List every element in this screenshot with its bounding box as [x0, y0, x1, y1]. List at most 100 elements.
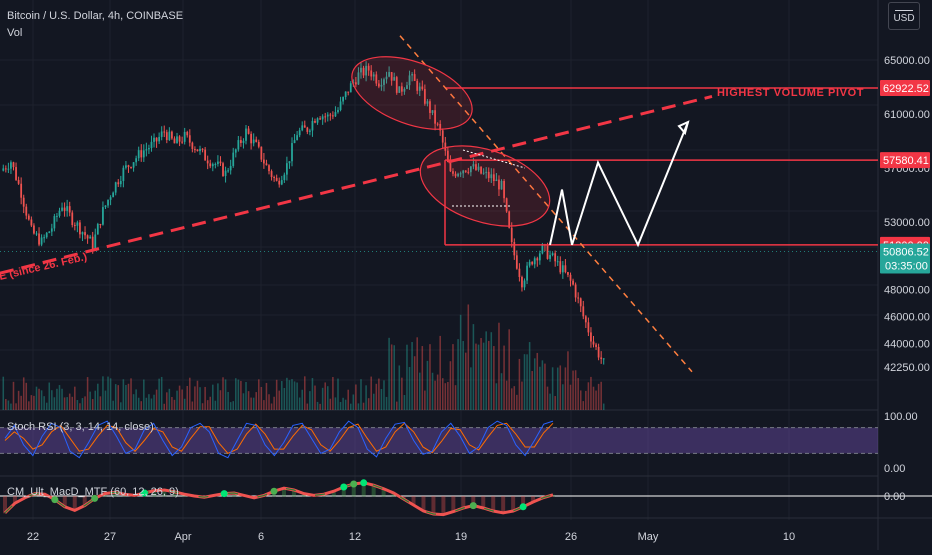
candle-body [255, 139, 258, 142]
candle-body [163, 131, 166, 133]
candle-body [464, 170, 467, 172]
macd-label[interactable]: CM_Ult_MacD_MTF (60, 12, 26, 9) [7, 486, 179, 498]
macd-hist-bar [371, 485, 376, 497]
candle-body [446, 150, 449, 162]
volume-bar [288, 380, 291, 410]
volume-bar [125, 384, 127, 410]
long-trendline [0, 94, 713, 275]
candle-body [186, 131, 189, 136]
candle-body [206, 160, 209, 164]
volume-bar [508, 329, 510, 410]
volume-bar [569, 384, 572, 410]
candle-body [209, 163, 212, 167]
macd-hist-bar [82, 496, 87, 507]
candle-body [158, 136, 161, 142]
candle-body [500, 180, 503, 190]
candle-body [148, 148, 150, 150]
candle-body [12, 162, 15, 168]
volume-bar [273, 396, 275, 410]
candle-body [38, 233, 40, 245]
candle-body [311, 121, 314, 131]
candle-body [523, 280, 526, 288]
candle-body [153, 137, 155, 142]
candle-body [492, 174, 495, 182]
candle-body [150, 141, 153, 149]
candle-body [518, 268, 521, 277]
candle-body [257, 141, 260, 147]
candle-body [278, 180, 281, 185]
candle-body [165, 132, 168, 141]
volume-bar [117, 385, 120, 410]
volume-bar [109, 378, 112, 410]
volume-bar [120, 402, 122, 410]
volume-bar [74, 386, 76, 410]
volume-bar [114, 384, 117, 410]
volume-bar [201, 403, 204, 410]
candle-body [549, 255, 551, 259]
volume-bar [68, 393, 71, 410]
volume-bar [51, 390, 53, 410]
volume-bar [444, 383, 447, 410]
volume-bar [217, 383, 219, 410]
time-tick: 26 [565, 531, 577, 543]
volume-bar [544, 363, 546, 410]
volume-bar [112, 400, 114, 410]
volume-bar [327, 386, 329, 410]
currency-button[interactable]: USD [888, 2, 920, 30]
volume-bar [137, 397, 140, 410]
candle-body [30, 219, 33, 226]
macd-cross-dot [51, 496, 59, 504]
candle-body [383, 79, 385, 85]
volume-bar [406, 344, 408, 410]
stoch-band [0, 427, 878, 454]
candle-body [510, 227, 513, 243]
candle-body [503, 180, 505, 199]
volume-bar [183, 398, 186, 410]
stoch-tick-0: 0.00 [884, 463, 905, 475]
price-tick: 65000.00 [884, 55, 930, 67]
volume-bar [94, 390, 97, 410]
candle-body [132, 162, 135, 168]
volume-bar [362, 402, 365, 410]
volume-bar [395, 401, 398, 410]
volume-bar [431, 372, 434, 410]
stoch-rsi-label[interactable]: Stoch RSI (3, 3, 14, 14, close) [7, 421, 154, 433]
volume-bar [196, 380, 199, 410]
macd-hist-bar [431, 496, 436, 515]
volume-bar [401, 377, 403, 410]
volume-bar [214, 400, 217, 410]
candle-body [201, 148, 204, 150]
macd-cross-dot [220, 490, 228, 498]
volume-bar [342, 397, 344, 410]
volume-bar [186, 385, 189, 410]
volume-bar [579, 390, 582, 410]
price-tick: 61000.00 [884, 109, 930, 121]
candle-body [199, 148, 201, 152]
volume-bar [337, 378, 339, 410]
volume-bar [526, 354, 528, 410]
candle-body [459, 173, 462, 175]
candle-body [245, 128, 247, 141]
volume-bar [587, 382, 590, 410]
volume-bar [278, 390, 280, 410]
candle-body [475, 164, 477, 170]
candle-body [285, 163, 288, 175]
volume-bar [28, 401, 30, 410]
candle-body [595, 344, 597, 347]
volume-bar [378, 378, 380, 410]
volume-bar [449, 361, 452, 410]
volume-label: Vol [7, 27, 23, 39]
volume-bar [462, 341, 464, 410]
currency-separator [895, 9, 913, 11]
volume-bar [513, 386, 516, 410]
volume-bar [91, 399, 94, 410]
candle-body [454, 173, 457, 177]
volume-bar [232, 401, 235, 410]
volume-bar [375, 383, 378, 410]
volume-bar [421, 346, 424, 410]
macd-tick-0: 0.00 [884, 491, 905, 503]
candle-body [7, 168, 10, 170]
volume-bar [393, 345, 395, 410]
